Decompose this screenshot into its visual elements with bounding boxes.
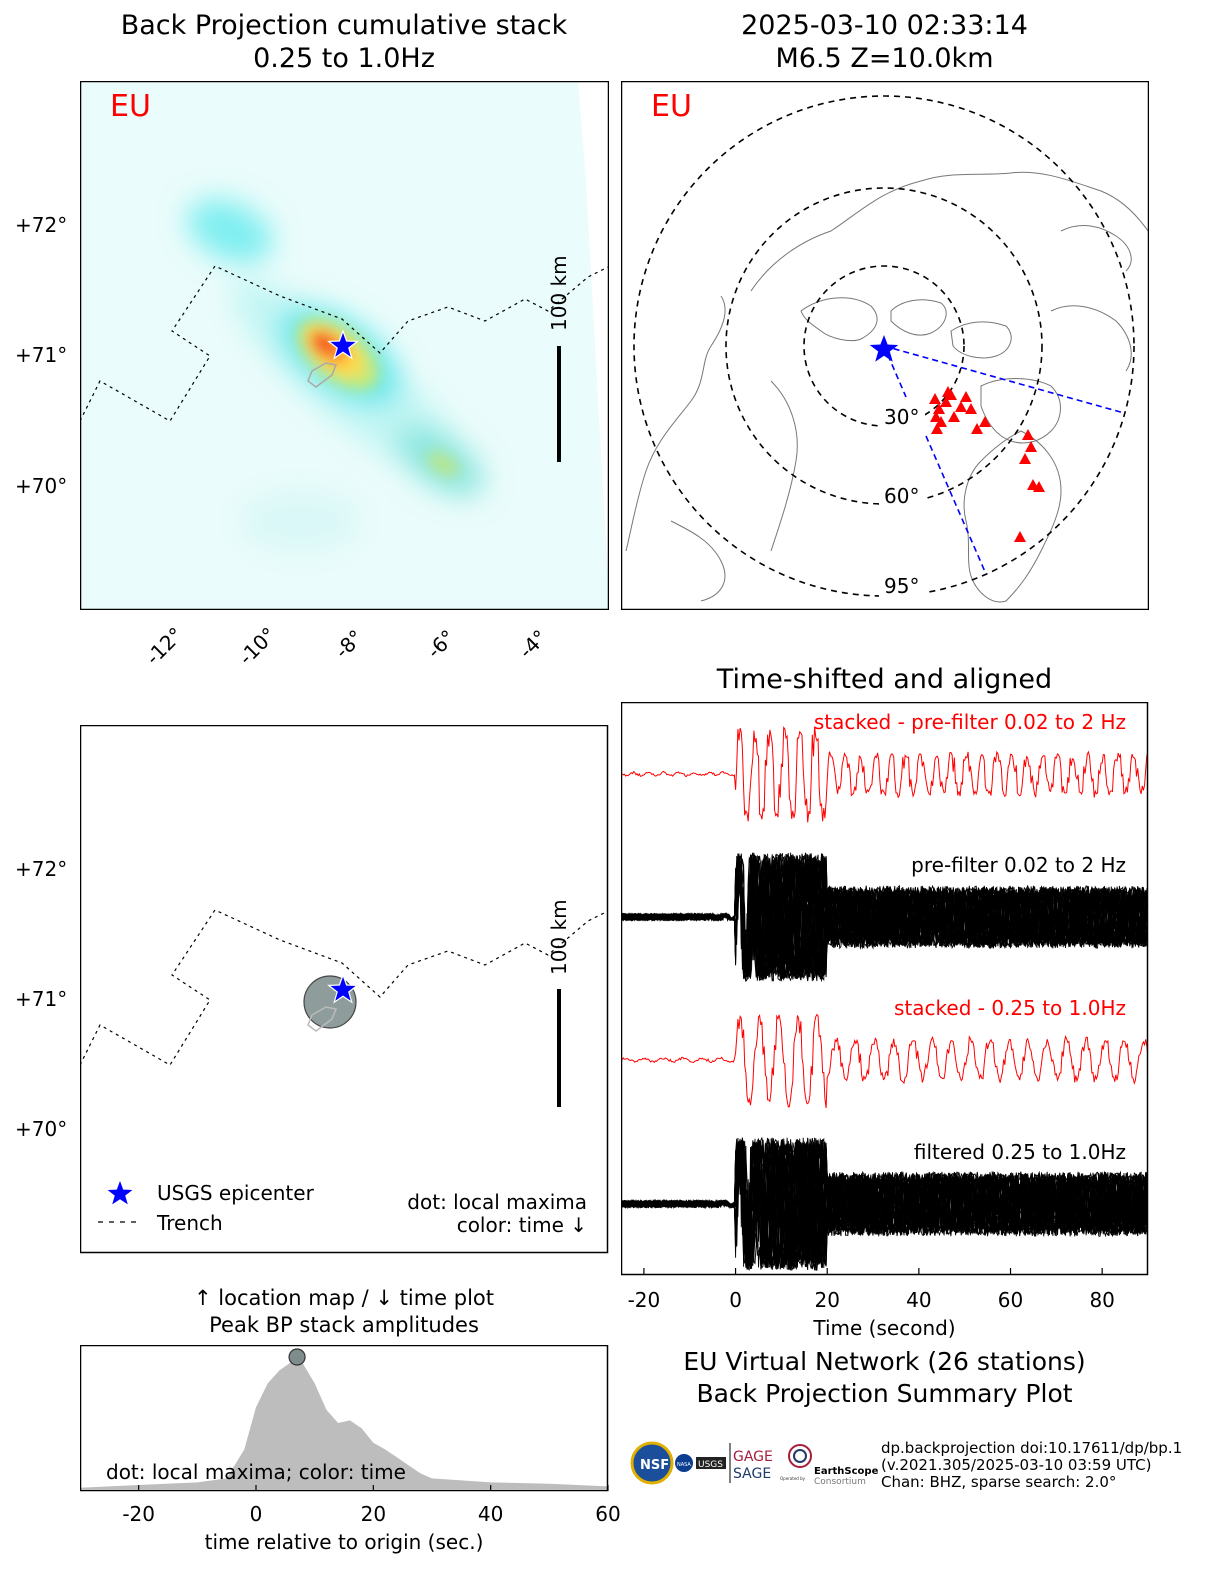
trace-x-tick-label: 80: [1089, 1288, 1115, 1312]
loc-note-line1: dot: local maxima: [407, 1190, 587, 1214]
bp-lon-tick: -10°: [233, 622, 281, 670]
svg-text:EarthScope: EarthScope: [814, 1466, 879, 1477]
bp-lon-tick: -12°: [140, 622, 188, 670]
bp-lon-tick: -8°: [329, 624, 369, 664]
bp-heatmap-panel: 100 km EU: [80, 81, 609, 610]
peak-x-tick-label: 0: [249, 1502, 263, 1526]
svg-text:Operated by: Operated by: [780, 1476, 806, 1481]
peak-x-tick-label: 20: [360, 1502, 387, 1526]
legend-star-icon: [107, 1181, 133, 1205]
bp-epicenter-star-icon: [327, 329, 359, 360]
globe-title-line2: M6.5 Z=10.0km: [775, 43, 994, 74]
svg-text:NSF: NSF: [640, 1458, 669, 1473]
legend-trench-label: Trench: [157, 1211, 223, 1235]
bp-network-label: EU: [110, 89, 151, 124]
svg-text:SAGE: SAGE: [733, 1466, 771, 1482]
station-markers: [929, 386, 1045, 542]
bp-lat-tick: +70°: [15, 474, 68, 498]
bp-title-line2: 0.25 to 1.0Hz: [253, 43, 435, 74]
bp-lat-tick: +71°: [15, 343, 68, 367]
trace-stacked-filtered: [621, 1013, 1148, 1109]
ring-label: 95°: [884, 574, 919, 598]
peak-title-line1: ↑ location map / ↓ time plot: [194, 1286, 494, 1310]
loc-scale-bar-label: 100 km: [547, 899, 571, 975]
trace-label-stacked-prefilter: stacked - pre-filter 0.02 to 2 Hz: [813, 710, 1126, 734]
globe-epicenter-star-icon: [869, 335, 899, 362]
trace-x-tick-label: 20: [814, 1288, 840, 1312]
peak-note: dot: local maxima; color: time: [106, 1460, 406, 1484]
globe-network-label: EU: [651, 89, 692, 124]
peak-title-line2: Peak BP stack amplitudes: [209, 1313, 479, 1337]
trace-xlabel: Time (second): [813, 1316, 956, 1340]
ring-label: 60°: [884, 484, 919, 508]
earthscope-logo-icon: [788, 1444, 812, 1468]
trace-x-tick-label: -20: [627, 1288, 661, 1312]
trace-prefilter-station: [621, 856, 1148, 981]
svg-text:Consortium: Consortium: [814, 1477, 866, 1487]
svg-text:USGS: USGS: [698, 1460, 723, 1470]
peak-xlabel: time relative to origin (sec.): [204, 1530, 484, 1554]
trace-prefilter-station: [621, 852, 1148, 980]
loc-epicenter-star-icon: [327, 973, 359, 1004]
ring-label: 30°: [884, 405, 919, 429]
trace-label-prefilter: pre-filter 0.02 to 2 Hz: [911, 853, 1126, 877]
bp-lon-tick: -6°: [421, 624, 461, 664]
trace-x-tick-label: 40: [906, 1288, 932, 1312]
usgs-logo-icon: [696, 1457, 726, 1469]
peak-amplitude-chart: [80, 1345, 609, 1492]
svg-text:GAGE: GAGE: [733, 1449, 773, 1465]
trace-label-filtered: filtered 0.25 to 1.0Hz: [913, 1140, 1126, 1164]
trace-x-tick-label: 60: [997, 1288, 1024, 1312]
trace-filtered-station: [621, 1142, 1148, 1270]
loc-lat-tick: +72°: [15, 857, 68, 881]
peak-x-tick-label: -20: [122, 1502, 155, 1526]
loc-lat-tick: +70°: [15, 1117, 68, 1141]
bp-lat-tick: +72°: [15, 213, 68, 237]
bp-lon-tick: -4°: [513, 624, 553, 664]
footer-line2: (v.2021.305/2025-03-10 03:59 UTC): [881, 1456, 1152, 1474]
sponsor-logos: NSF NASA USGS GAGE SAGE Operated by Eart…: [630, 1441, 879, 1487]
summary-line1: EU Virtual Network (26 stations): [683, 1347, 1086, 1376]
nasa-logo-icon: [675, 1454, 693, 1472]
peak-local-maximum-dot: [288, 1348, 306, 1366]
footer-line1: dp.backprojection doi:10.17611/dp/bp.1: [881, 1439, 1183, 1457]
trace-label-stacked-filtered: stacked - 0.25 to 1.0Hz: [894, 996, 1126, 1020]
peak-amplitude-area: [80, 1357, 608, 1489]
peak-x-tick-label: 60: [595, 1502, 621, 1526]
trace-x-tick-label: 0: [729, 1288, 742, 1312]
location-map-panel: 100 km: [80, 725, 609, 1254]
summary-line2: Back Projection Summary Plot: [696, 1379, 1073, 1408]
traces-title: Time-shifted and aligned: [716, 664, 1053, 695]
bp-title-line1: Back Projection cumulative stack: [120, 10, 568, 41]
legend-epicenter-label: USGS epicenter: [157, 1181, 314, 1205]
loc-note-line2: color: time ↓: [456, 1213, 587, 1237]
trace-stacked-prefilter: [621, 726, 1148, 823]
bp-scale-bar-label: 100 km: [547, 255, 571, 331]
globe-title-line1: 2025-03-10 02:33:14: [741, 10, 1028, 41]
trace-chart: [621, 702, 1149, 1276]
svg-text:NASA: NASA: [677, 1462, 691, 1468]
loc-lat-tick: +71°: [15, 987, 68, 1011]
globe-map-panel: 30° 60° 95° EU: [621, 81, 1149, 610]
footer-line3: Chan: BHZ, sparse search: 2.0°: [881, 1473, 1117, 1491]
peak-x-tick-label: 40: [477, 1502, 504, 1526]
nsf-logo-icon: [630, 1441, 674, 1485]
